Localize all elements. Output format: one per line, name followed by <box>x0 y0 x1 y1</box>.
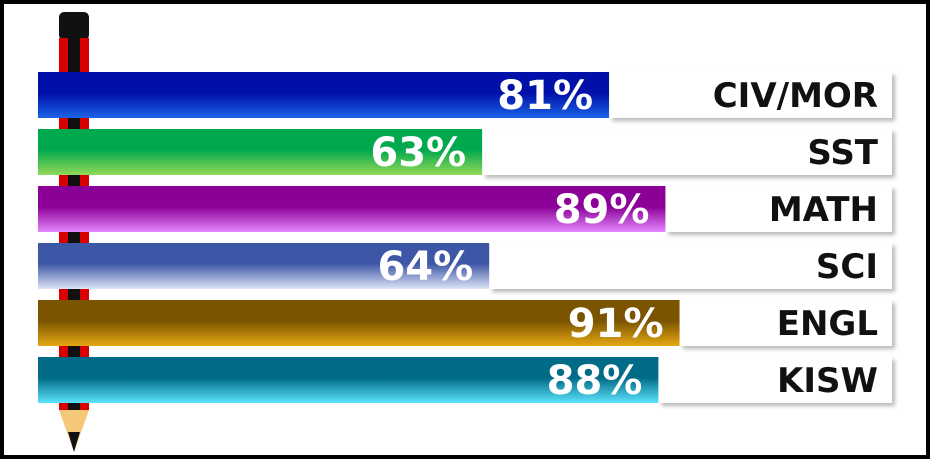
bar-sst <box>38 129 483 175</box>
subject-score-chart: 81% 63% 89% 64% 91% 88% CIV/MOR SST MATH SCI ENGL… <box>38 12 892 452</box>
bar-engl <box>38 300 680 346</box>
category-label-kisw: KISW <box>777 361 878 401</box>
label-card-sci <box>489 243 892 289</box>
bar-kisw <box>38 357 659 403</box>
value-label-engl: 91% <box>568 301 664 347</box>
category-label-sst: SST <box>807 133 878 173</box>
label-card-engl <box>679 300 892 346</box>
value-label-kisw: 88% <box>547 358 643 404</box>
label-card-math <box>665 186 892 232</box>
category-labels: CIV/MOR SST MATH SCI ENGL KISW <box>713 76 879 401</box>
value-label-civ-mor: 81% <box>497 73 593 119</box>
bars <box>38 72 680 403</box>
value-label-math: 89% <box>554 187 650 233</box>
label-card-sst <box>482 129 892 175</box>
category-label-sci: SCI <box>816 247 878 287</box>
bar-sci <box>38 243 490 289</box>
label-card-kisw <box>658 357 892 403</box>
value-labels: 81% 63% 89% 64% 91% 88% <box>370 73 663 404</box>
category-label-engl: ENGL <box>777 304 878 344</box>
category-label-civ-mor: CIV/MOR <box>713 76 878 116</box>
category-label-math: MATH <box>769 190 878 230</box>
label-card-civ-mor <box>609 72 892 118</box>
bar-math <box>38 186 666 232</box>
value-label-sci: 64% <box>377 244 473 290</box>
bar-civ-mor <box>38 72 610 118</box>
label-cards <box>482 72 892 403</box>
value-label-sst: 63% <box>370 130 466 176</box>
